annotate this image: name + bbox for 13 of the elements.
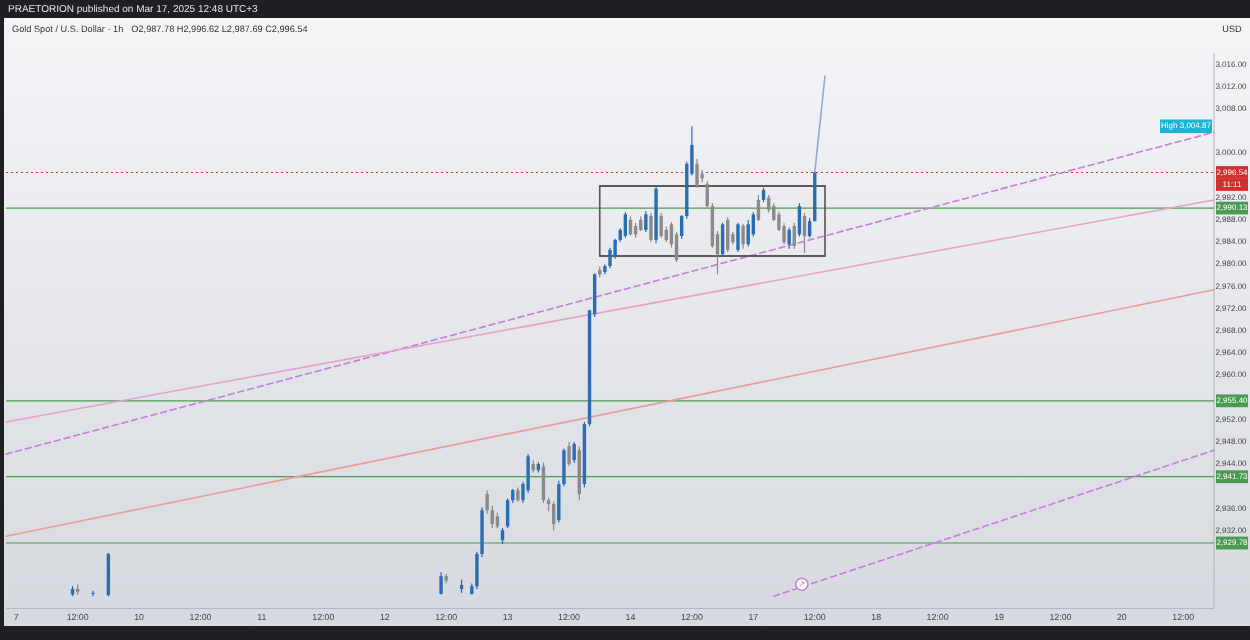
candlestick xyxy=(736,222,740,253)
candlestick xyxy=(700,169,704,183)
candlestick xyxy=(649,212,653,243)
candlestick xyxy=(572,441,576,464)
candlestick xyxy=(741,223,745,250)
candlestick xyxy=(695,158,699,189)
candlestick xyxy=(659,212,663,239)
candlestick xyxy=(567,441,571,467)
candlestick xyxy=(644,210,648,233)
candlestick xyxy=(439,571,443,596)
candlestick xyxy=(91,590,95,597)
candlestick xyxy=(787,227,791,250)
candlestick xyxy=(608,247,612,269)
